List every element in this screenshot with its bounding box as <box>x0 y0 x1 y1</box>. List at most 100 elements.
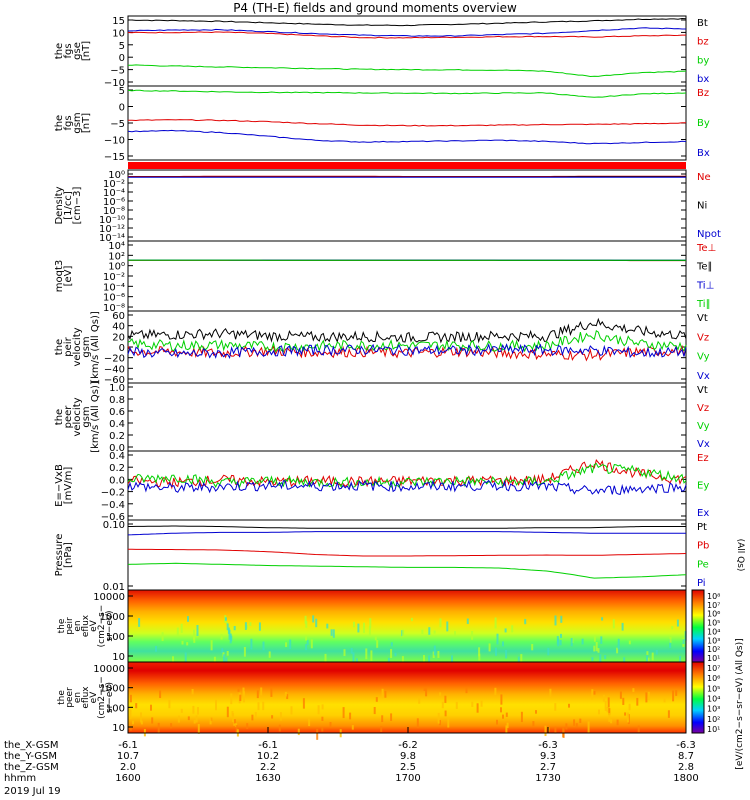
ephemeris-value: -6.3 <box>676 740 696 751</box>
series-line-Pb <box>128 548 687 557</box>
spectrogram-cell <box>502 641 504 647</box>
y-axis-label: eV <box>89 691 99 704</box>
y-tick-label: −5 <box>110 119 125 130</box>
legend-entry: Ti⊥ <box>696 280 714 291</box>
spectrogram-cell <box>209 717 212 725</box>
y-tick-label: 0 <box>119 53 125 64</box>
ephemeris-value: -6.3 <box>538 740 558 751</box>
y-tick-label: 10⁰ <box>108 262 125 273</box>
spectrogram-cell <box>180 708 183 713</box>
colorbar-tick-label: 10¹ <box>707 725 720 734</box>
y-tick-label: −0.2 <box>101 488 125 499</box>
spectrogram-cell <box>471 701 474 707</box>
legend-entry: By <box>697 118 710 129</box>
spectrogram-cell <box>210 640 213 651</box>
ephemeris-value: -6.1 <box>258 740 278 751</box>
spectrogram-cell <box>679 655 682 664</box>
y-axis-label: peer <box>65 687 75 708</box>
spectrogram-cell <box>140 712 142 723</box>
spectrogram-cell <box>197 724 200 734</box>
ephemeris-value: 2.8 <box>678 762 694 773</box>
y-tick-label: 10000 <box>93 592 125 603</box>
spectrogram-cell <box>357 623 360 633</box>
spectrogram-cell <box>332 629 335 638</box>
spectrogram-cell <box>628 640 631 645</box>
spectrogram-cell <box>667 710 670 718</box>
spectrogram-cell <box>233 719 236 724</box>
spectrogram-cell <box>326 623 329 629</box>
spectrogram-cell <box>157 722 160 733</box>
spectrogram-cell <box>230 635 233 642</box>
spectrogram-cell <box>129 709 132 720</box>
spectrogram-cell <box>663 698 666 703</box>
colorbar-tick-label: 10² <box>707 715 720 724</box>
spectrogram-cell <box>646 651 649 655</box>
spectrogram-cell <box>616 647 619 654</box>
y-tick-label: 10⁰ <box>108 170 125 181</box>
y-tick-label: 1000 <box>100 684 125 695</box>
spectrogram-cell <box>505 712 508 717</box>
legend-entry: Vx <box>697 371 710 382</box>
panel-frame <box>127 661 687 734</box>
spectrogram-cell <box>437 651 440 658</box>
ephemeris-value: 10.7 <box>117 751 139 762</box>
spectrogram-cell <box>394 652 397 657</box>
colorbar-tick-label: 10⁸ <box>707 592 720 601</box>
spectrogram-cell <box>343 649 346 657</box>
colorbar-label: [eV/(cm2−s−sr−eV) (All Qs)] <box>735 638 745 769</box>
y-axis-label: [nT] <box>81 41 92 61</box>
spectrogram-cell <box>496 719 498 725</box>
spectrogram-cell <box>520 654 523 663</box>
y-tick-label: 60 <box>112 311 125 322</box>
y-tick-label: 10⁻⁶ <box>103 293 125 304</box>
y-axis-label: eV <box>89 619 99 632</box>
spectrogram-cell <box>524 618 527 625</box>
y-tick-label: 10 <box>112 652 125 663</box>
spectrogram-cell <box>129 727 132 731</box>
spectrogram-cell <box>384 690 387 698</box>
spectrogram-cell <box>305 644 308 651</box>
spectrogram-cell <box>305 635 308 641</box>
series-line-Ez <box>127 459 687 490</box>
spectrogram-cell <box>593 691 596 695</box>
legend-entry: Ti∥ <box>696 299 711 310</box>
y-axis-label: sr−eV) <box>105 610 115 641</box>
spectrogram-cell <box>454 631 456 637</box>
spectrogram-cell <box>369 618 372 628</box>
legend-entry: Ni <box>697 201 707 212</box>
spectrogram-cell <box>286 694 289 700</box>
spectrogram-cell <box>517 656 520 666</box>
spectrogram-cell <box>223 654 226 663</box>
spectrogram-cell <box>243 691 245 703</box>
spectrogram-cell <box>233 626 236 631</box>
y-axis-label: eflux <box>81 614 91 637</box>
spectrogram-cell <box>150 704 152 711</box>
spectrogram-cell <box>186 642 189 646</box>
y-tick-label: 10000 <box>93 664 125 675</box>
ephemeris-value: 1730 <box>535 773 560 784</box>
legend-entry: Pe <box>697 559 709 570</box>
spectrogram-cell <box>251 714 254 721</box>
y-axis-label: [km/s (All Qs)] <box>90 381 101 453</box>
spectrogram-cell <box>381 688 384 698</box>
spectrogram-cell <box>225 657 228 663</box>
y-tick-label: −20 <box>104 354 125 365</box>
spectrogram-cell <box>196 625 199 636</box>
ephemeris-value: 8.7 <box>678 751 694 762</box>
y-tick-label: 10⁻⁶ <box>103 197 125 208</box>
spectrogram-cell <box>505 649 508 659</box>
spectrogram <box>128 662 686 733</box>
spectrogram-cell <box>177 715 180 723</box>
y-tick-label: −60 <box>104 375 125 386</box>
spectrogram-cell <box>439 692 442 697</box>
y-axis-label: velocity <box>72 397 83 436</box>
spectrogram-cell <box>352 652 355 663</box>
spectrogram-cell <box>607 697 610 708</box>
spectrogram-cell <box>444 695 447 703</box>
spectrogram-cell <box>591 657 594 661</box>
y-tick-label: 0.10 <box>103 520 125 531</box>
spectrogram-cell <box>622 697 625 705</box>
legend-entry: Vt <box>697 313 708 324</box>
spectrogram-cell <box>532 721 535 727</box>
